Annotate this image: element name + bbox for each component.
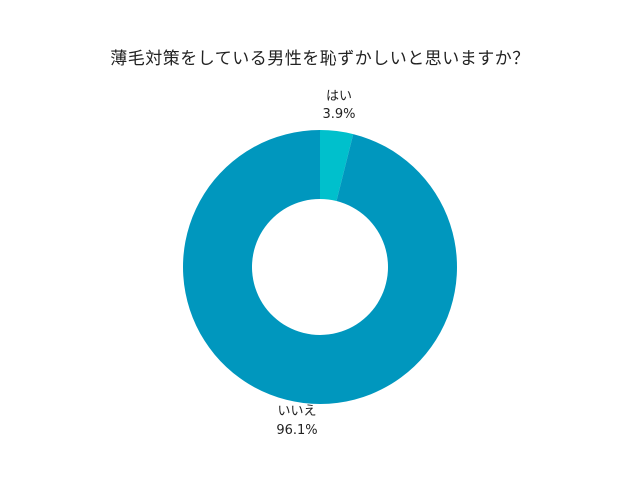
pie-slice-2 (183, 130, 457, 404)
slice-value-label-1: 3.9% (322, 107, 355, 122)
slice-value-label-2: 96.1% (276, 423, 317, 438)
chart-title: 薄毛対策をしている男性を恥ずかしいと思いますか？ (110, 49, 530, 69)
slice-label-1: はい (326, 89, 352, 104)
pie-slice-1 (320, 130, 354, 202)
slice-label-2: いいえ (277, 404, 316, 419)
